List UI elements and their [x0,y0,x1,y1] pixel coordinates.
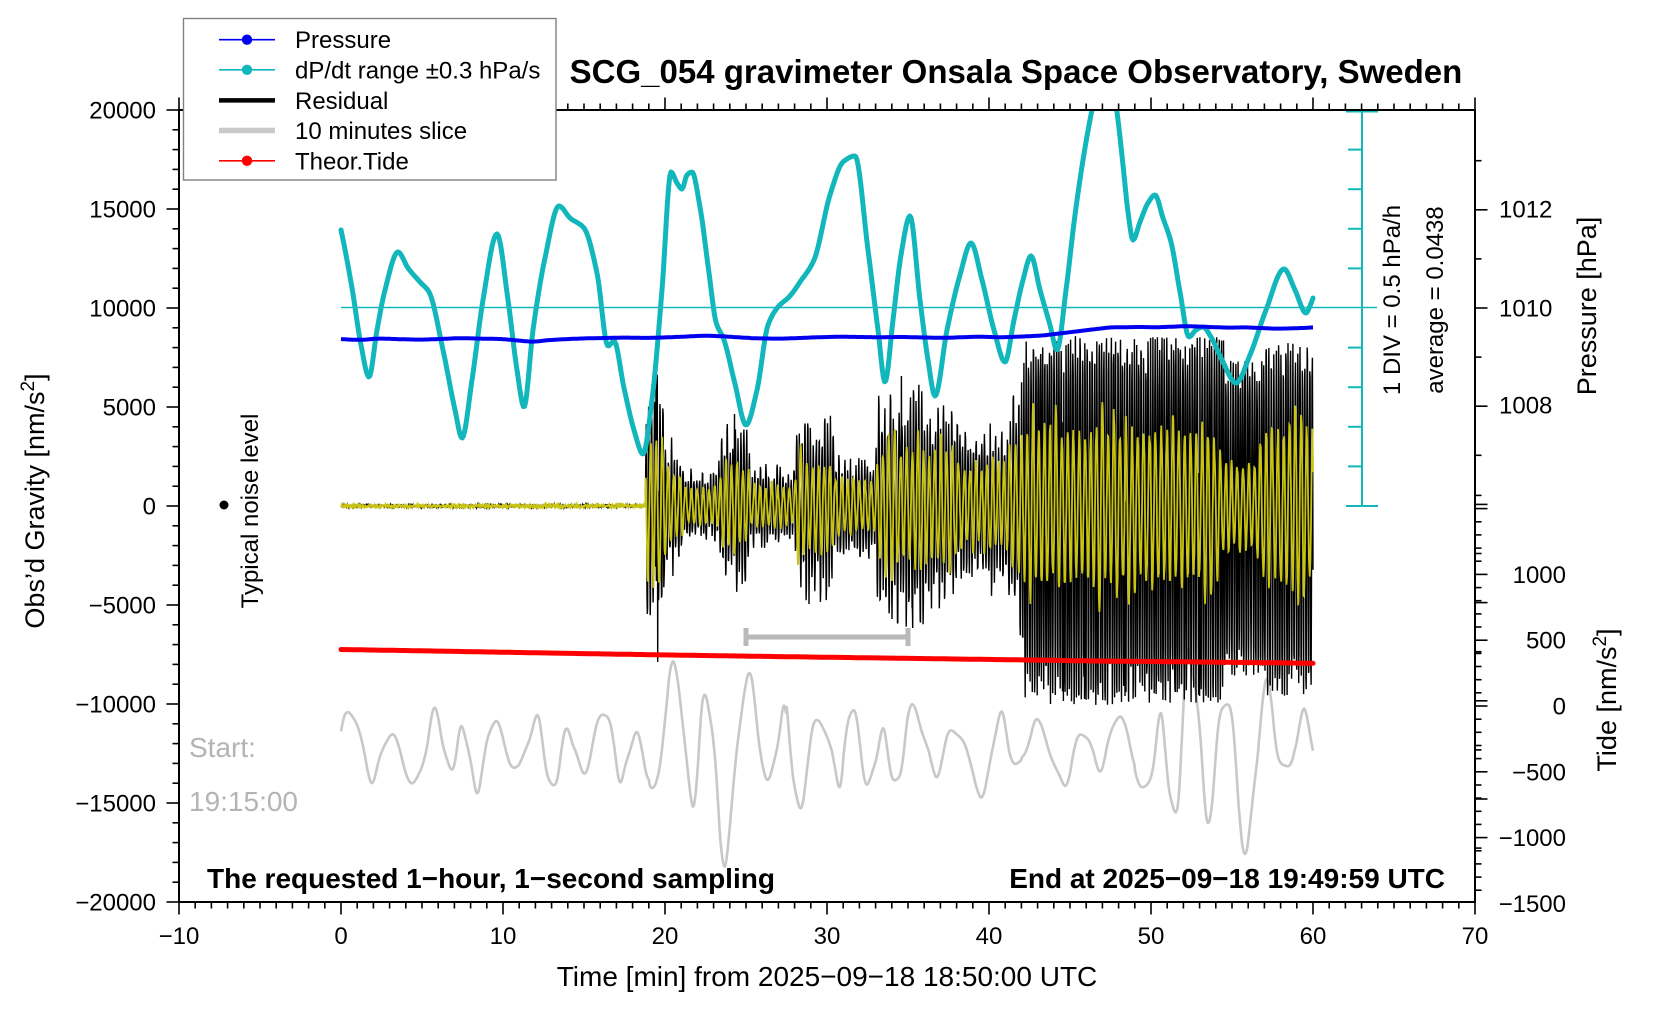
svg-text:dP/dt range ±0.3 hPa/s: dP/dt range ±0.3 hPa/s [295,57,540,84]
svg-text:average = 0.0438: average = 0.0438 [1422,206,1449,394]
svg-text:1 DIV = 0.5 hPa/h: 1 DIV = 0.5 hPa/h [1379,205,1406,395]
svg-text:5000: 5000 [103,395,156,422]
svg-text:Typical noise level: Typical noise level [237,414,264,609]
svg-text:1012: 1012 [1499,197,1552,224]
svg-text:0: 0 [1553,694,1566,721]
svg-text:60: 60 [1300,923,1327,950]
svg-text:0: 0 [334,923,347,950]
svg-text:15000: 15000 [89,197,156,224]
svg-text:40: 40 [976,923,1003,950]
svg-text:−1500: −1500 [1499,891,1566,918]
svg-text:Tide [nm/s2]: Tide [nm/s2] [1590,628,1623,771]
svg-text:19:15:00: 19:15:00 [189,786,298,817]
svg-text:10: 10 [490,923,517,950]
svg-text:SCG_054 gravimeter Onsala Spac: SCG_054 gravimeter Onsala Space Observat… [570,53,1463,90]
svg-text:The requested 1−hour, 1−second: The requested 1−hour, 1−second sampling [207,863,775,894]
svg-text:10 minutes slice: 10 minutes slice [295,118,467,145]
svg-text:−1000: −1000 [1499,825,1566,852]
svg-text:30: 30 [814,923,841,950]
svg-text:70: 70 [1462,923,1489,950]
svg-text:Theor.Tide: Theor.Tide [295,148,409,175]
svg-text:−20000: −20000 [75,890,156,917]
svg-text:50: 50 [1138,923,1165,950]
svg-text:Residual: Residual [295,88,388,115]
svg-text:20: 20 [652,923,679,950]
svg-text:−10: −10 [159,923,200,950]
svg-text:0: 0 [143,494,156,521]
svg-text:20000: 20000 [89,98,156,125]
svg-text:Pressure: Pressure [295,27,391,54]
svg-text:End at 2025−09−18 19:49:59 UTC: End at 2025−09−18 19:49:59 UTC [1009,863,1445,894]
svg-text:Time [min] from 2025−09−18 18:: Time [min] from 2025−09−18 18:50:00 UTC [557,961,1098,992]
svg-text:1008: 1008 [1499,393,1552,420]
svg-text:−5000: −5000 [89,593,156,620]
svg-text:500: 500 [1526,628,1566,655]
svg-text:−500: −500 [1512,759,1566,786]
svg-text:1010: 1010 [1499,296,1552,323]
svg-text:−10000: −10000 [75,692,156,719]
svg-text:−15000: −15000 [75,791,156,818]
svg-text:Pressure [hPa]: Pressure [hPa] [1572,217,1602,396]
svg-text:Start:: Start: [189,732,256,763]
svg-text:1000: 1000 [1513,562,1566,589]
svg-text:Obs’d Gravity [nm/s2]: Obs’d Gravity [nm/s2] [18,373,51,628]
svg-text:10000: 10000 [89,296,156,323]
